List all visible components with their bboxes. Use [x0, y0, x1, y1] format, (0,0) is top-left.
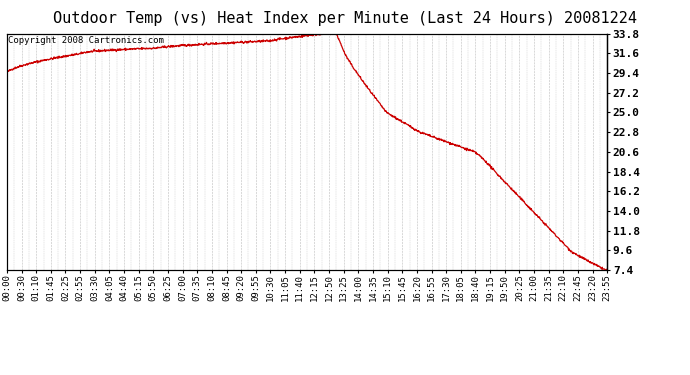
Text: Copyright 2008 Cartronics.com: Copyright 2008 Cartronics.com — [8, 36, 164, 45]
Text: Outdoor Temp (vs) Heat Index per Minute (Last 24 Hours) 20081224: Outdoor Temp (vs) Heat Index per Minute … — [53, 11, 637, 26]
